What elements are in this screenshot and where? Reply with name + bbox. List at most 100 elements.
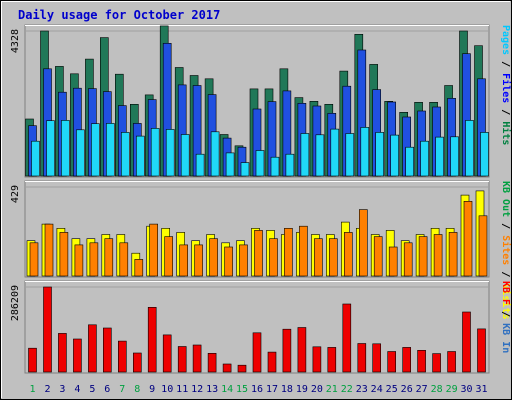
bar-bot-kb-f-day-22 [342,303,352,373]
bar-top-pages-day-29 [450,136,459,177]
bar-bot-kb-f-day-20 [312,346,322,373]
legend-separator: / [500,55,511,67]
bar-mid-sites-day-27 [418,236,428,277]
x-tick-label-day-17: 17 [266,384,278,395]
bar-top-pages-day-20 [315,134,325,177]
bar-top-pages-day-18 [285,153,295,177]
bar-mid-sites-day-10 [164,236,173,277]
x-tick-label-day-30: 30 [460,384,472,395]
x-tick-label-day-8: 8 [134,384,140,395]
panel-mid-legend-text: KB Out / Sites / Visits [500,181,512,320]
bar-bot-kb-f-day-21 [327,347,337,373]
bar-mid-sites-day-16 [254,230,263,277]
x-tick-label-day-31: 31 [475,384,487,395]
bar-bot-kb-f-day-24 [372,343,382,373]
chart-panels: 4328 Pages / Files / Hits 429 KB Out / Site… [10,24,512,374]
bar-bot-kb-f-day-3 [58,333,67,373]
bar-mid-sites-day-8 [134,259,144,277]
bar-bot-kb-f-day-8 [133,352,142,373]
x-tick-label-day-20: 20 [311,384,323,395]
bar-top-pages-day-8 [136,135,145,177]
bar-bot-kb-f-day-16 [252,332,262,373]
bar-bot-kb-f-day-6 [103,327,112,373]
bar-mid-sites-day-6 [104,238,114,277]
legend-separator: / [500,217,511,229]
bar-bot-kb-f-day-11 [177,346,187,373]
bar-top-pages-day-9 [150,128,160,177]
panel-bot: 286209 KB F / KB In [10,280,511,374]
panel-mid-ymax-label: 429 [10,185,21,203]
bar-mid-sites-day-3 [59,232,69,277]
x-tick-label-day-26: 26 [401,384,413,395]
bar-top-pages-day-22 [345,133,355,177]
bar-top-pages-day-16 [255,150,265,177]
bar-top-pages-day-31 [480,132,489,177]
bar-bot-kb-f-day-2 [43,286,52,373]
bar-bot-kb-f-day-31 [477,328,486,373]
legend-entry-sites: Sites [500,229,512,265]
x-tick-label-day-6: 6 [104,384,110,395]
x-tick-label-day-28: 28 [431,384,443,395]
bar-top-pages-day-25 [390,134,400,177]
bar-mid-sites-day-30 [463,201,473,277]
bar-bot-kb-f-day-27 [417,349,426,373]
bar-mid-sites-day-4 [74,244,84,277]
bar-top-pages-day-27 [420,140,429,177]
bar-top-pages-day-26 [405,146,415,177]
bar-top-pages-day-23 [360,127,370,177]
x-tick-label-day-11: 11 [176,384,188,395]
bar-mid-sites-day-26 [403,242,413,277]
x-tick-label-day-24: 24 [371,384,383,395]
x-tick-label-day-18: 18 [281,384,293,395]
bar-top-pages-day-6 [106,123,115,177]
bar-mid-sites-day-1 [29,242,39,277]
x-tick-label-day-7: 7 [119,384,125,395]
legend-entry-pages: Pages [500,25,511,55]
bar-bot-kb-f-day-26 [402,347,412,373]
panel-bot-ymax-label: 286209 [10,285,21,321]
bar-bot-kb-f-day-15 [237,364,247,373]
x-tick-label-day-9: 9 [149,384,155,395]
legend-separator: / [500,265,511,277]
x-tick-label-day-23: 23 [356,384,368,395]
bar-top-pages-day-2 [46,120,55,177]
x-tick-label-day-14: 14 [221,384,233,395]
x-tick-label-day-16: 16 [251,384,263,395]
bar-mid-sites-day-21 [328,238,338,277]
x-tick-label-day-10: 10 [161,384,173,395]
bar-bot-kb-f-day-1 [28,347,37,373]
bar-mid-sites-day-13 [209,238,218,277]
bar-mid-sites-day-2 [44,223,54,277]
panel-mid-legend: KB Out / Sites / Visits [500,181,512,320]
bar-mid-sites-day-17 [269,238,278,277]
bar-mid-sites-day-22 [343,232,353,277]
legend-separator: / [500,305,511,317]
bar-mid-sites-day-18 [284,228,293,277]
bar-mid-sites-day-28 [433,234,443,277]
bar-top-pages-day-11 [180,134,190,177]
bar-mid-sites-day-14 [224,246,233,277]
x-tick-label-day-1: 1 [29,384,35,395]
x-tick-label-day-4: 4 [74,384,80,395]
bar-bot-kb-f-day-19 [297,327,307,373]
bar-top-pages-day-5 [91,123,100,177]
legend-entry-kbout: KB Out [500,181,511,217]
x-tick-label-day-2: 2 [44,384,50,395]
bar-bot-kb-f-day-18 [282,328,292,373]
x-tick-label-day-5: 5 [89,384,95,395]
bar-mid-sites-day-5 [89,242,99,277]
x-tick-label-day-19: 19 [296,384,308,395]
bar-top-pages-day-12 [195,153,205,177]
bar-mid-sites-day-31 [478,215,488,277]
bar-mid-sites-day-24 [373,236,383,277]
x-tick-label-day-13: 13 [206,384,218,395]
bar-bot-kb-f-day-12 [192,344,202,373]
chart-title: Daily usage for October 2017 [18,8,220,22]
bar-bot-kb-f-day-7 [118,340,127,373]
bar-mid-sites-day-19 [299,225,308,277]
bar-top-pages-day-7 [121,132,130,177]
legend-separator: / [500,103,511,115]
x-tick-label-day-22: 22 [341,384,353,395]
bar-mid-sites-day-7 [119,242,129,277]
bar-top-pages-day-21 [330,128,340,177]
